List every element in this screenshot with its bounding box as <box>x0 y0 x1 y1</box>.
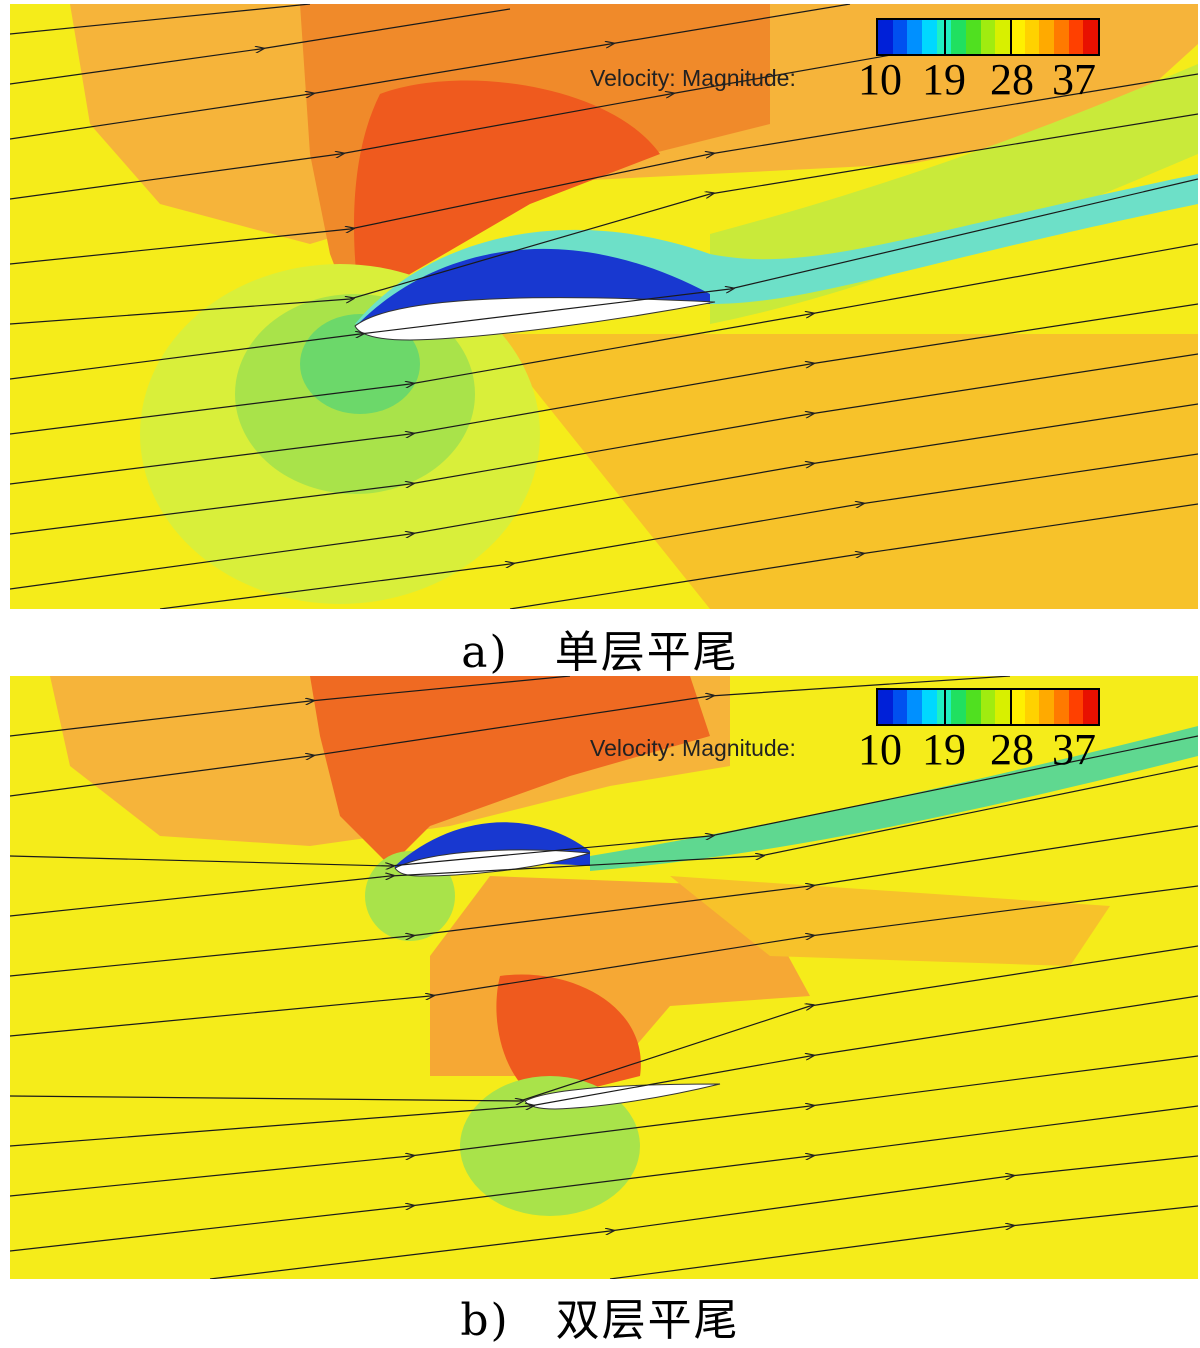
colorbar-swatch <box>995 20 1011 54</box>
colorbar-swatch <box>907 690 923 724</box>
caption-a: a) 单层平尾 <box>461 627 739 678</box>
colorbar-swatch <box>922 20 937 54</box>
tick-19-b: 19 <box>922 725 966 774</box>
colorbar-swatch <box>951 20 967 54</box>
legend-ticks-b: 10 19 28 37 <box>858 724 1108 774</box>
colorbar-b <box>876 688 1100 726</box>
legend-label-a: Velocity: Magnitude: <box>590 65 796 91</box>
colorbar-swatch <box>1068 690 1084 724</box>
colorbar-swatch <box>878 20 893 54</box>
colorbar-swatch <box>1068 20 1084 54</box>
colorbar-swatch <box>892 20 908 54</box>
colorbar-swatch <box>966 20 981 54</box>
flow-field-panel-b: Velocity: Magnitude: 10 19 28 37 <box>10 676 1198 1279</box>
legend-label-b: Velocity: Magnitude: <box>590 735 796 761</box>
tick-28: 28 <box>990 55 1034 104</box>
colorbar-a <box>876 18 1100 56</box>
tick-37: 37 <box>1052 55 1096 104</box>
legend-ticks-a: 10 19 28 37 <box>858 54 1108 104</box>
colorbar-swatch <box>1083 690 1099 724</box>
colorbar-swatch <box>1039 690 1055 724</box>
streamlines-b <box>10 676 1198 1279</box>
colorbar-swatch <box>966 690 981 724</box>
tick-37-b: 37 <box>1052 725 1096 774</box>
colorbar-divider <box>1010 20 1012 54</box>
colorbar-swatch <box>980 20 996 54</box>
velocity-contour-plot-b <box>10 676 1198 1279</box>
colorbar-swatch <box>1010 20 1025 54</box>
colorbar-legend-b: Velocity: Magnitude: 10 19 28 37 <box>590 680 1110 780</box>
tick-19: 19 <box>922 55 966 104</box>
colorbar-swatch <box>1039 20 1055 54</box>
colorbar-legend-a: Velocity: Magnitude: 10 19 28 37 <box>590 10 1110 110</box>
colorbar-swatch <box>878 690 893 724</box>
colorbar-swatch <box>1024 20 1040 54</box>
tick-10-b: 10 <box>858 725 902 774</box>
colorbar-swatch <box>1054 20 1069 54</box>
colorbar-swatch <box>1024 690 1040 724</box>
colorbar-swatch <box>892 690 908 724</box>
streamlines-a <box>10 4 1198 609</box>
colorbar-swatch <box>922 690 937 724</box>
colorbar-swatch <box>1054 690 1069 724</box>
colorbar-swatch <box>1083 20 1099 54</box>
flow-field-panel-a: Velocity: Magnitude: 10 19 28 37 <box>10 4 1198 609</box>
colorbar-swatch <box>1010 690 1025 724</box>
colorbar-divider <box>1010 690 1012 724</box>
colorbar-divider <box>944 20 946 54</box>
tick-10: 10 <box>858 55 902 104</box>
colorbar-swatch <box>951 690 967 724</box>
colorbar-swatch <box>980 690 996 724</box>
colorbar-divider <box>944 690 946 724</box>
colorbar-swatch <box>995 690 1011 724</box>
colorbar-swatch <box>907 20 923 54</box>
tick-28-b: 28 <box>990 725 1034 774</box>
caption-b: b) 双层平尾 <box>460 1295 740 1346</box>
velocity-contour-plot-a <box>10 4 1198 609</box>
